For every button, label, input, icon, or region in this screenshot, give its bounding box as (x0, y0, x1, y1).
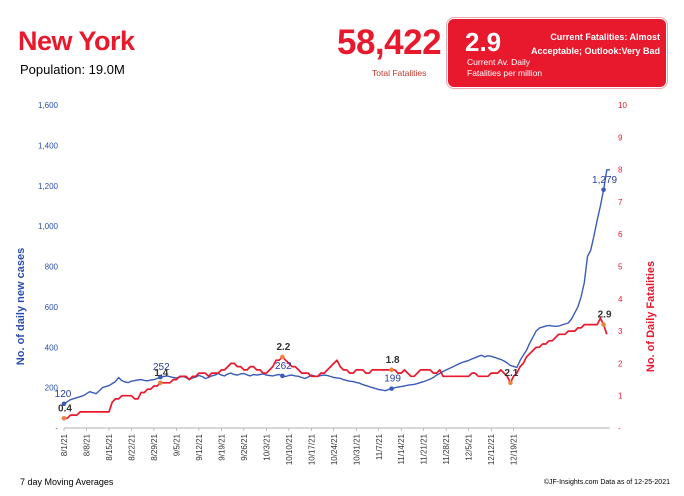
current-fatalities-value: 2.9 (465, 27, 502, 57)
population-label: Population: 19.0M (20, 62, 125, 77)
x-tick-label: 8/29/21 (150, 433, 159, 460)
fatalities-data-label: 2.1 (504, 368, 518, 379)
cases-marker (389, 386, 394, 391)
y2-tick-label: 7 (618, 198, 623, 207)
fatalities-data-label: 2.9 (598, 310, 612, 321)
x-tick-label: 12/5/21 (465, 433, 474, 460)
series-layer (63, 169, 610, 420)
y-tick-label: 200 (45, 384, 59, 393)
x-axis-ticks: 8/1/21 8/8/21 8/15/21 8/22/21 8/29/21 9/5/21 9… (60, 428, 519, 465)
y2-tick-label: - (618, 424, 621, 433)
x-tick-label: 9/19/21 (217, 433, 226, 460)
y-tick-label: 800 (45, 263, 59, 272)
x-tick-label: 10/31/21 (352, 433, 361, 465)
cases-data-label: 252 (153, 362, 170, 373)
status-line1: Current Fatalities: Almost (550, 32, 660, 42)
x-tick-label: 12/12/21 (487, 433, 496, 465)
x-tick-label: 9/5/21 (172, 433, 181, 456)
current-fatalities-box: 2.9 Current Av. Daily Fatalities per mil… (447, 18, 667, 88)
x-tick-label: 8/22/21 (127, 433, 136, 460)
x-tick-label: 10/17/21 (307, 433, 316, 465)
fatalities-line (64, 317, 608, 420)
y2-tick-label: 1 (618, 392, 623, 401)
fatalities-data-label: 1.8 (386, 355, 400, 366)
footer-credit: ©JF-Insights.com Data as of 12-25-2021 (543, 479, 670, 486)
x-tick-label: 11/28/21 (442, 433, 451, 464)
y2-axis-ticks: - 1 2 3 4 5 6 7 8 9 10 (618, 101, 627, 433)
y2-tick-label: 2 (618, 359, 623, 368)
fatalities-data-label: 0.4 (58, 403, 72, 414)
cases-data-label: 1,279 (592, 175, 617, 186)
fatalities-data-label: 1.4 (154, 368, 168, 379)
current-desc-line2: Fatalities per million (467, 68, 543, 78)
fatalities-marker (508, 380, 513, 386)
y2-tick-label: 6 (618, 230, 623, 239)
cases-data-label: 199 (384, 374, 401, 385)
fatalities-data-label: 2.2 (276, 342, 290, 353)
footer-note: 7 day Moving Averages (20, 477, 114, 487)
page-title: New York (18, 26, 135, 56)
x-tick-label: 10/3/21 (262, 433, 271, 460)
y-tick-label: 600 (45, 303, 59, 312)
fatalities-status: Current Fatalities: Almost Acceptable; O… (510, 30, 660, 58)
cases-marker (158, 374, 163, 380)
y2-tick-label: 9 (618, 133, 623, 142)
x-tick-label: 11/14/21 (397, 433, 406, 464)
y2-tick-label: 10 (618, 101, 627, 110)
x-tick-label: 10/10/21 (285, 433, 294, 465)
x-tick-label: 8/8/21 (82, 433, 91, 456)
y-tick-label: 1,200 (38, 182, 59, 191)
cases-data-label: 120 (55, 389, 72, 400)
y-axis-label: No. of daily new cases (15, 248, 27, 365)
cases-line (63, 169, 610, 405)
x-tick-label: 9/26/21 (240, 433, 249, 460)
cases-marker (601, 187, 606, 193)
x-tick-label: 8/1/21 (60, 433, 69, 456)
y-tick-label: 1,600 (38, 101, 59, 110)
y2-tick-label: 4 (618, 295, 623, 304)
x-tick-label: 11/21/21 (420, 433, 429, 464)
data-labels-layer: 120 252 262 199 1,279 0.4 1.4 2.2 1.8 2.1 2.9 (55, 175, 618, 421)
x-tick-label: 10/24/21 (330, 433, 339, 465)
total-fatalities-value: 58,422 (337, 23, 442, 62)
fatalities-marker (280, 354, 285, 360)
x-tick-label: 11/7/21 (375, 433, 384, 460)
y2-axis-label: No. of Daily Fatalities (645, 261, 657, 372)
x-tick-label: 12/19/21 (510, 433, 519, 465)
cases-marker (280, 373, 285, 379)
y2-tick-label: 5 (618, 263, 623, 272)
y-tick-label: 400 (45, 343, 59, 352)
status-line2: Acceptable; Outlook:Very Bad (530, 46, 660, 56)
y2-tick-label: 8 (618, 166, 623, 175)
fatalities-marker (389, 367, 394, 373)
current-fatalities-desc: Current Av. Daily Fatalities per million (467, 57, 542, 79)
cases-data-label: 262 (275, 361, 292, 372)
fatalities-marker (158, 380, 163, 386)
total-fatalities-label: Total Fatalities (372, 68, 427, 78)
fatalities-marker (61, 416, 67, 421)
y-tick-label: - (55, 424, 58, 433)
cases-marker (61, 401, 67, 407)
y2-tick-label: 3 (618, 327, 623, 336)
current-desc-line1: Current Av. Daily (467, 57, 530, 67)
x-tick-label: 8/15/21 (105, 433, 114, 460)
x-tick-label: 9/12/21 (195, 433, 204, 460)
y-tick-label: 1,400 (38, 141, 59, 150)
fatalities-marker (601, 322, 606, 327)
y-axis-ticks: - 200 400 600 800 1,000 1,200 1,400 1,600 (38, 101, 59, 433)
y-tick-label: 1,000 (38, 222, 59, 231)
